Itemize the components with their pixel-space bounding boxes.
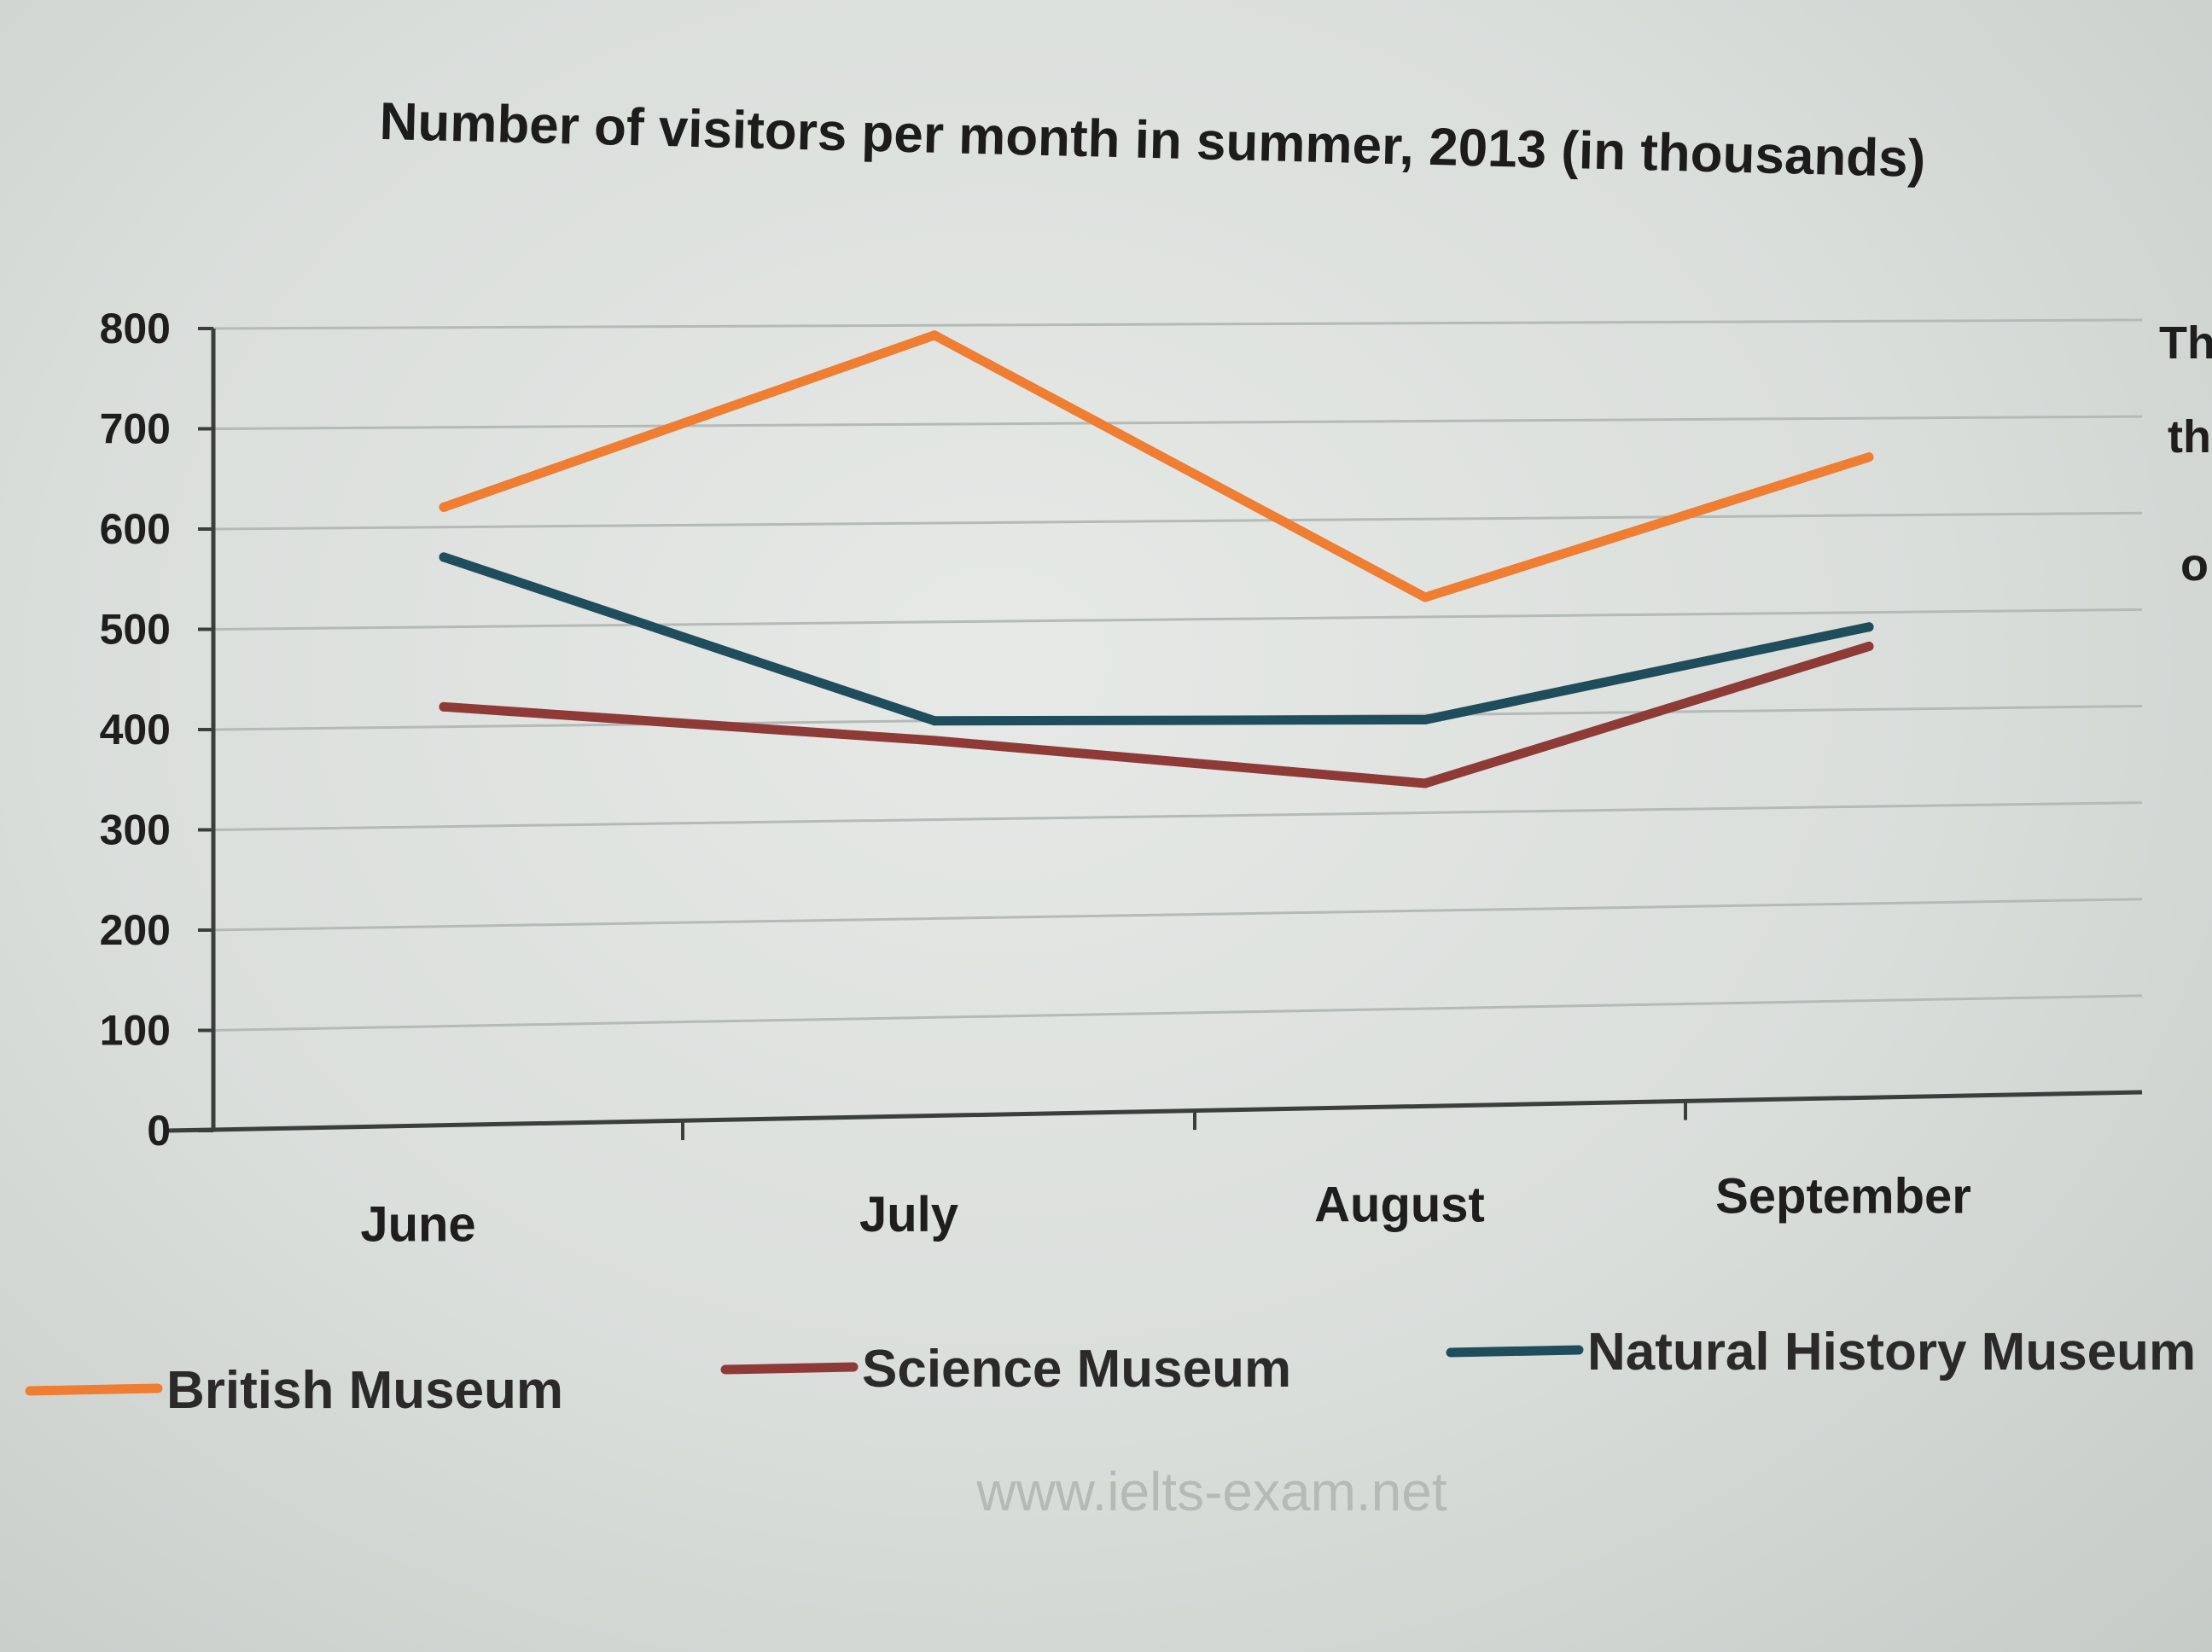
margin-text-1: Th <box>2159 317 2212 369</box>
y-tick-label-0: 0 <box>147 1107 171 1155</box>
data-point-science-museum-june <box>439 701 449 712</box>
x-tick-label-september: September <box>1715 1168 1971 1224</box>
x-tick-label-june: June <box>360 1197 475 1253</box>
x-tick-label-august: August <box>1314 1178 1485 1233</box>
x-tick-label-july: July <box>859 1187 958 1242</box>
y-tick-label-800: 800 <box>100 305 171 352</box>
legend-label-british-museum: British Museum <box>166 1361 563 1420</box>
data-point-british-museum-september <box>1864 452 1874 462</box>
legend-label-science-museum: Science Museum <box>862 1340 1291 1399</box>
x-axis-line <box>166 1090 2143 1133</box>
data-point-natural-history-museum-july <box>929 716 940 726</box>
y-tick-label-300: 300 <box>100 806 171 854</box>
y-tick-label-100: 100 <box>100 1007 171 1055</box>
chart-title: Number of visitors per month in summer, … <box>379 92 1926 189</box>
series-line-science-museum <box>439 642 1874 788</box>
data-point-natural-history-museum-june <box>439 552 449 562</box>
y-tick-label-200: 200 <box>100 906 171 954</box>
margin-text-3: o <box>2180 539 2209 590</box>
series-lines <box>439 330 1874 788</box>
data-point-science-museum-september <box>1864 641 1874 651</box>
data-point-natural-history-museum-september <box>1864 622 1874 632</box>
gridline-800 <box>212 318 2143 330</box>
data-point-science-museum-july <box>929 736 940 746</box>
grid-layer <box>212 318 2143 1032</box>
gridline-700 <box>212 415 2143 430</box>
data-point-science-museum-august <box>1420 778 1430 788</box>
legend-swatch-natural-history-museum <box>1446 1345 1584 1358</box>
y-tick-labels: 0 100 200 300 400 500 600 700 800 <box>100 305 213 1155</box>
gridline-200 <box>212 898 2143 932</box>
gridline-500 <box>212 608 2143 631</box>
series-line-british-museum <box>439 330 1874 602</box>
gridline-100 <box>212 994 2143 1032</box>
legend-label-natural-history-museum: Natural History Museum <box>1587 1323 2196 1382</box>
y-tick-label-600: 600 <box>100 505 171 553</box>
y-tick-label-400: 400 <box>100 706 171 753</box>
data-point-british-museum-june <box>439 502 449 512</box>
data-point-british-museum-august <box>1420 592 1430 602</box>
gridline-600 <box>212 511 2143 531</box>
legend-swatch-british-museum <box>25 1383 163 1396</box>
series-line-natural-history-museum <box>439 552 1874 726</box>
y-tick-label-500: 500 <box>100 606 171 654</box>
x-tick-labels: June July August September <box>360 1101 1971 1253</box>
watermark: www.ielts-exam.net <box>975 1461 1447 1522</box>
margin-text-2: th <box>2168 411 2211 462</box>
data-point-british-museum-july <box>929 330 940 340</box>
gridline-300 <box>212 801 2143 831</box>
data-point-natural-history-museum-august <box>1420 714 1430 724</box>
legend-swatch-science-museum <box>720 1362 859 1375</box>
y-tick-label-700: 700 <box>100 405 171 453</box>
legend: British Museum Science Museum Natural Hist… <box>25 1323 2196 1420</box>
